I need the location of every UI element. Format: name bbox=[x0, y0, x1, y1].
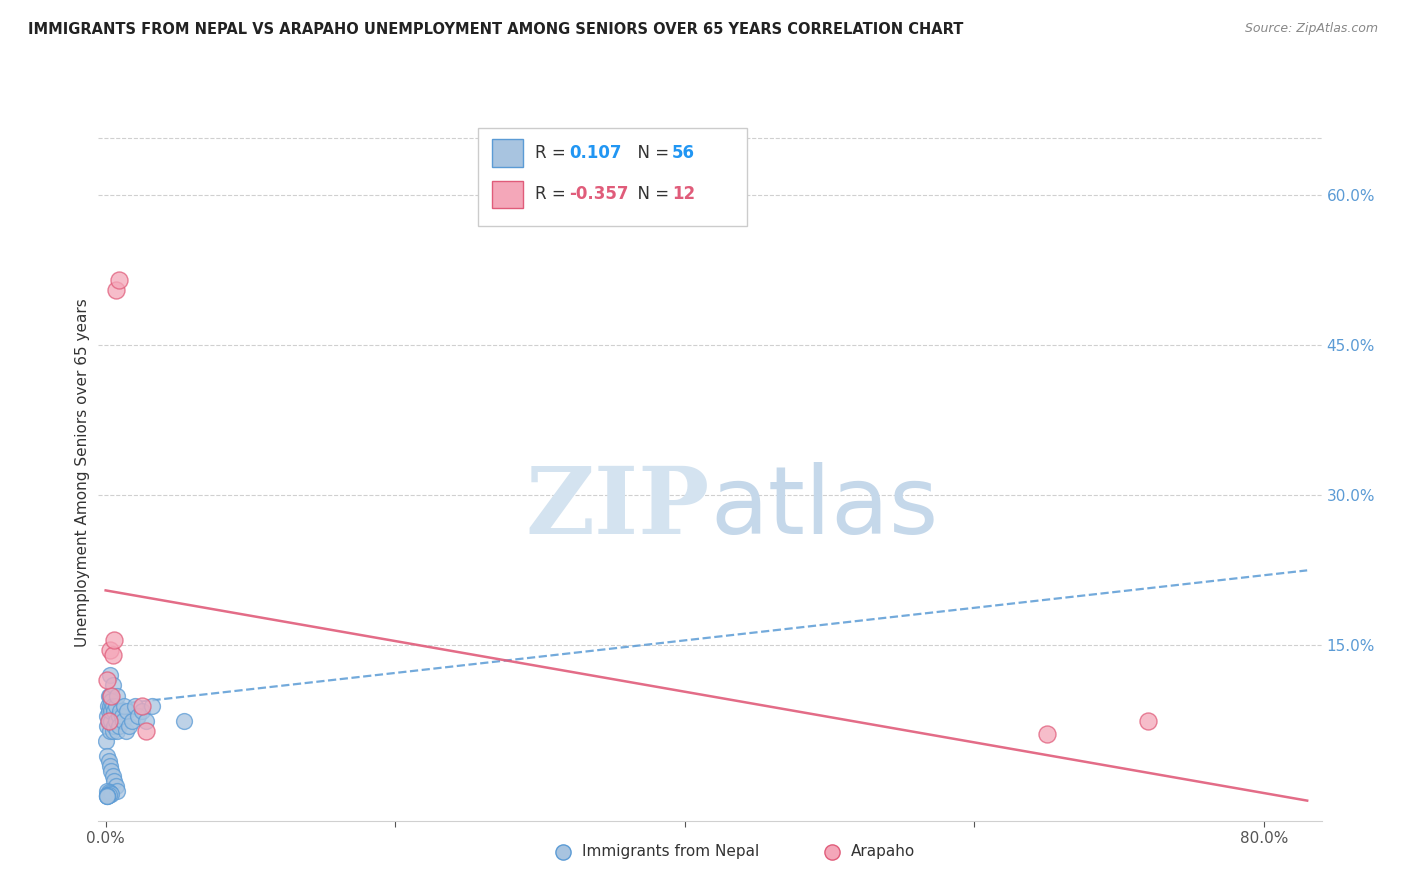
Point bbox=[97, 754, 120, 768]
Point bbox=[97, 698, 120, 713]
Point bbox=[96, 789, 118, 803]
Text: -0.357: -0.357 bbox=[569, 186, 628, 203]
Point bbox=[98, 723, 121, 738]
Point bbox=[114, 698, 136, 713]
Point bbox=[644, 833, 666, 847]
Point bbox=[107, 708, 129, 723]
Point bbox=[117, 704, 139, 718]
Text: atlas: atlas bbox=[710, 461, 938, 554]
Point bbox=[96, 783, 118, 797]
Point bbox=[141, 698, 163, 713]
Point bbox=[124, 698, 146, 713]
Point bbox=[98, 698, 121, 713]
Point bbox=[104, 714, 127, 728]
Point bbox=[97, 788, 120, 802]
Point bbox=[115, 723, 138, 738]
Point bbox=[105, 783, 128, 797]
Point bbox=[96, 708, 118, 723]
Text: Source: ZipAtlas.com: Source: ZipAtlas.com bbox=[1244, 22, 1378, 36]
Point bbox=[131, 704, 153, 718]
Point bbox=[135, 714, 157, 728]
Point bbox=[98, 668, 121, 682]
Point bbox=[96, 673, 118, 688]
Point bbox=[96, 733, 118, 747]
Text: 0.107: 0.107 bbox=[569, 144, 621, 161]
Point bbox=[101, 678, 124, 692]
Point bbox=[1136, 714, 1159, 728]
Point bbox=[101, 698, 124, 713]
Point bbox=[100, 714, 122, 728]
Point bbox=[97, 714, 120, 728]
Point bbox=[103, 633, 125, 648]
Point bbox=[98, 689, 121, 703]
Point bbox=[103, 704, 125, 718]
Point bbox=[96, 748, 118, 763]
Point bbox=[100, 764, 122, 778]
Text: R =: R = bbox=[536, 144, 571, 161]
Point bbox=[107, 273, 129, 287]
Point bbox=[104, 698, 127, 713]
Point bbox=[98, 643, 121, 657]
Point bbox=[97, 704, 120, 718]
Point bbox=[131, 698, 153, 713]
Text: N =: N = bbox=[627, 186, 675, 203]
Point bbox=[104, 779, 127, 793]
Text: R =: R = bbox=[536, 186, 571, 203]
Point bbox=[1035, 726, 1057, 740]
Point bbox=[127, 708, 149, 723]
Point bbox=[108, 704, 131, 718]
Text: 56: 56 bbox=[672, 144, 695, 161]
Text: 12: 12 bbox=[672, 186, 695, 203]
FancyBboxPatch shape bbox=[478, 128, 747, 226]
Point bbox=[135, 723, 157, 738]
Point bbox=[97, 784, 120, 798]
Point bbox=[97, 689, 120, 703]
Point bbox=[98, 758, 121, 772]
Point bbox=[101, 723, 124, 738]
Point bbox=[100, 704, 122, 718]
Point bbox=[118, 718, 141, 732]
Point bbox=[103, 718, 125, 732]
Text: Immigrants from Nepal: Immigrants from Nepal bbox=[582, 845, 759, 860]
Point bbox=[107, 718, 129, 732]
Text: N =: N = bbox=[627, 144, 675, 161]
Point bbox=[97, 714, 120, 728]
Point bbox=[121, 714, 143, 728]
FancyBboxPatch shape bbox=[492, 180, 523, 209]
Text: IMMIGRANTS FROM NEPAL VS ARAPAHO UNEMPLOYMENT AMONG SENIORS OVER 65 YEARS CORREL: IMMIGRANTS FROM NEPAL VS ARAPAHO UNEMPLO… bbox=[28, 22, 963, 37]
Point bbox=[100, 693, 122, 707]
Point bbox=[104, 283, 127, 297]
Point bbox=[100, 689, 122, 703]
Point bbox=[98, 786, 121, 800]
Text: Arapaho: Arapaho bbox=[851, 845, 915, 860]
Point bbox=[963, 833, 986, 847]
Point bbox=[96, 788, 118, 802]
Point bbox=[112, 714, 135, 728]
Point bbox=[101, 768, 124, 782]
Point bbox=[100, 787, 122, 801]
Point bbox=[105, 689, 128, 703]
Point bbox=[103, 773, 125, 788]
Y-axis label: Unemployment Among Seniors over 65 years: Unemployment Among Seniors over 65 years bbox=[75, 299, 90, 647]
Point bbox=[96, 789, 118, 803]
Text: ZIP: ZIP bbox=[526, 463, 710, 552]
Point bbox=[96, 789, 118, 803]
Point bbox=[110, 708, 132, 723]
Point bbox=[96, 718, 118, 732]
Point bbox=[101, 648, 124, 663]
FancyBboxPatch shape bbox=[492, 139, 523, 167]
Point bbox=[173, 714, 195, 728]
Point bbox=[105, 723, 128, 738]
